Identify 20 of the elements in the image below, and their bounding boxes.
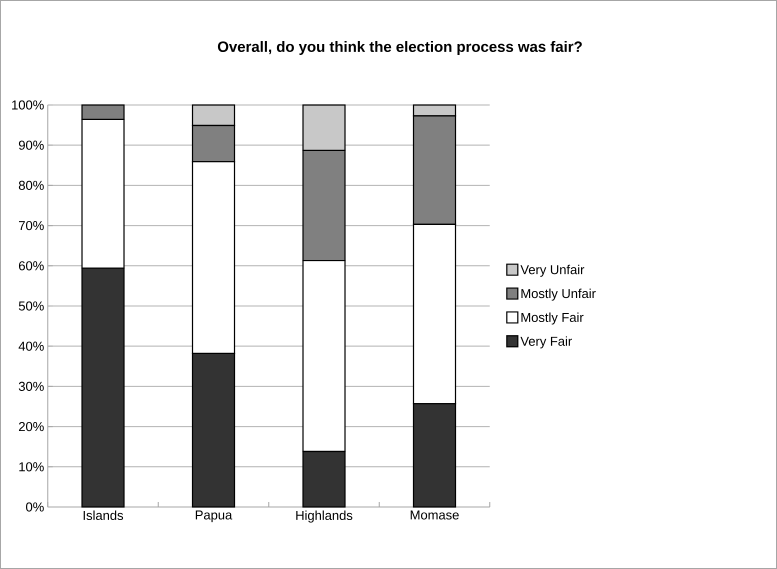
x-tick-label: Islands <box>84 510 124 520</box>
legend-label: Very Fair <box>520 336 572 348</box>
x-tick-label: Highlands <box>296 510 352 523</box>
y-tick-label: 70% <box>18 220 44 230</box>
x-tick-label: Momase <box>410 510 459 520</box>
y-tick-label: 20% <box>18 422 44 432</box>
chart-title: Overall, do you think the election process was fair? <box>218 41 582 55</box>
legend-label: Mostly Fair <box>521 312 584 325</box>
y-tick-label: 90% <box>18 140 44 150</box>
y-tick-label: 40% <box>18 342 44 351</box>
y-tick-label: 30% <box>18 382 44 391</box>
y-tick-label: 100% <box>12 100 44 110</box>
y-tick-label: 80% <box>18 180 44 190</box>
y-tick-label: 60% <box>18 261 44 270</box>
y-tick-label: 0% <box>26 502 44 512</box>
y-tick-label: 50% <box>18 301 44 311</box>
y-tick-label: 10% <box>19 462 44 472</box>
legend-label: Mostly Unfair <box>521 288 596 301</box>
legend-label: Very Unfair <box>520 264 584 277</box>
x-tick-label: Papua <box>196 510 232 522</box>
